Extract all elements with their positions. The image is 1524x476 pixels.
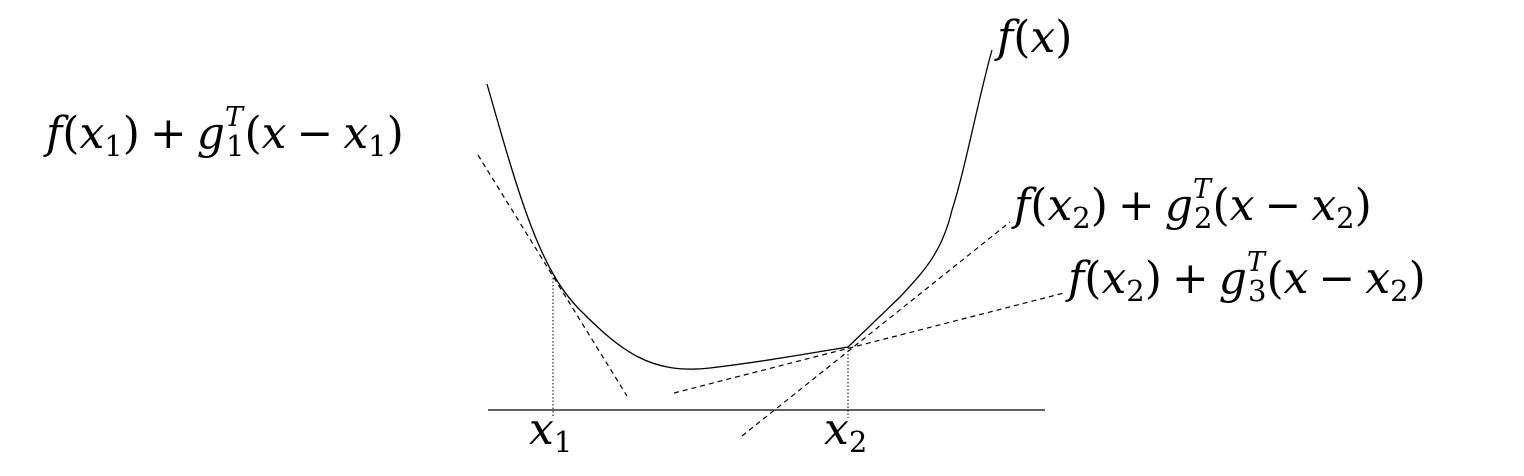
function-curve xyxy=(486,49,993,370)
tangent-line-1 xyxy=(477,154,628,397)
tick-label-x1: x1 xyxy=(529,404,572,459)
tangent-2-label: f(x2) + gT 2(x − x2) xyxy=(1011,174,1372,235)
tick-label-x2: x2 xyxy=(824,404,867,459)
tangent-3-label: f(x2) + gT 3(x − x2) xyxy=(1065,247,1426,308)
tangent-1-label: f(x1) + gT 1(x − x1) xyxy=(43,102,404,163)
tangent-line-3 xyxy=(673,292,1065,394)
tangent-line-2 xyxy=(741,221,1011,437)
function-label: f(x) xyxy=(994,12,1072,63)
